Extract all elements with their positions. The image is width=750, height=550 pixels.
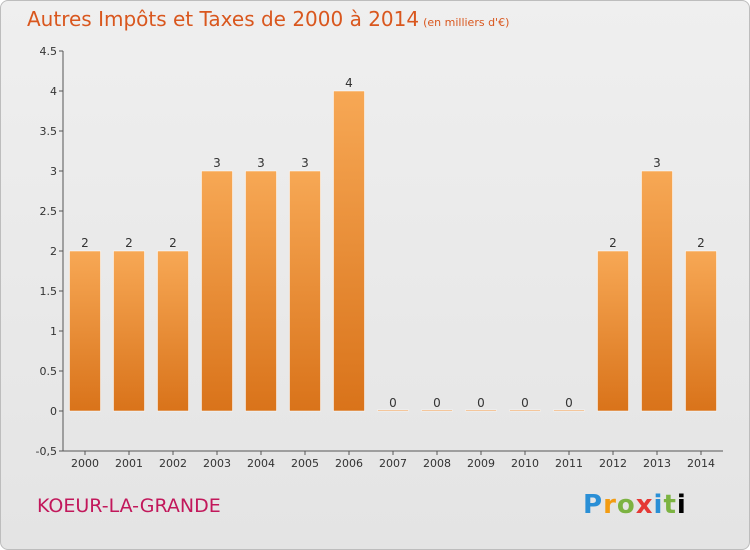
bar-value-label: 2 bbox=[609, 236, 617, 250]
bar bbox=[641, 170, 673, 412]
x-tick-label: 2003 bbox=[203, 457, 231, 470]
y-tick-label: 3.5 bbox=[40, 125, 58, 138]
x-tick-label: 2006 bbox=[335, 457, 363, 470]
x-tick-label: 2011 bbox=[555, 457, 583, 470]
chart-unit: (en milliers d'€) bbox=[423, 16, 510, 29]
y-tick-label: 1.5 bbox=[40, 285, 58, 298]
proxiti-logo: Proxiti bbox=[583, 490, 687, 520]
bar-value-label: 0 bbox=[433, 396, 441, 410]
x-tick-label: 2000 bbox=[71, 457, 99, 470]
y-tick-label: 2 bbox=[50, 245, 57, 258]
y-tick-label: -0,5 bbox=[36, 445, 57, 458]
bar-value-label: 3 bbox=[301, 156, 309, 170]
chart-title-text: Autres Impôts et Taxes de 2000 à 2014 bbox=[27, 7, 420, 31]
y-tick-label: 4 bbox=[50, 85, 57, 98]
bar bbox=[333, 90, 365, 412]
bar bbox=[113, 250, 145, 412]
x-tick-label: 2005 bbox=[291, 457, 319, 470]
x-tick-label: 2004 bbox=[247, 457, 275, 470]
bar-value-label: 0 bbox=[389, 396, 397, 410]
chart-title: Autres Impôts et Taxes de 2000 à 2014 (en… bbox=[27, 7, 509, 31]
bar bbox=[509, 409, 541, 412]
bar-value-label: 2 bbox=[125, 236, 133, 250]
bar bbox=[157, 250, 189, 412]
x-tick-label: 2008 bbox=[423, 457, 451, 470]
x-tick-label: 2009 bbox=[467, 457, 495, 470]
y-tick-label: 0.5 bbox=[40, 365, 58, 378]
bar bbox=[553, 409, 585, 412]
bar bbox=[421, 409, 453, 412]
bar bbox=[69, 250, 101, 412]
bar-value-label: 2 bbox=[697, 236, 705, 250]
x-tick-label: 2002 bbox=[159, 457, 187, 470]
bar-value-label: 4 bbox=[345, 76, 353, 90]
bar-value-label: 0 bbox=[521, 396, 529, 410]
commune-name: KOEUR-LA-GRANDE bbox=[37, 495, 221, 517]
x-tick-label: 2013 bbox=[643, 457, 671, 470]
bar bbox=[465, 409, 497, 412]
bar bbox=[201, 170, 233, 412]
bar bbox=[685, 250, 717, 412]
y-tick-label: 2.5 bbox=[40, 205, 58, 218]
y-tick-label: 4.5 bbox=[40, 45, 58, 58]
bar bbox=[597, 250, 629, 412]
bar bbox=[245, 170, 277, 412]
bar-value-label: 3 bbox=[653, 156, 661, 170]
bar-value-label: 2 bbox=[169, 236, 177, 250]
bar-value-label: 3 bbox=[257, 156, 265, 170]
x-tick-label: 2007 bbox=[379, 457, 407, 470]
y-tick-label: 0 bbox=[50, 405, 57, 418]
x-tick-label: 2014 bbox=[687, 457, 715, 470]
bar bbox=[289, 170, 321, 412]
bar-value-label: 2 bbox=[81, 236, 89, 250]
x-tick-label: 2010 bbox=[511, 457, 539, 470]
y-tick-label: 3 bbox=[50, 165, 57, 178]
x-tick-label: 2001 bbox=[115, 457, 143, 470]
x-tick-label: 2012 bbox=[599, 457, 627, 470]
bar bbox=[377, 409, 409, 412]
bar-value-label: 0 bbox=[565, 396, 573, 410]
bar-value-label: 0 bbox=[477, 396, 485, 410]
y-tick-label: 1 bbox=[50, 325, 57, 338]
bar-value-label: 3 bbox=[213, 156, 221, 170]
